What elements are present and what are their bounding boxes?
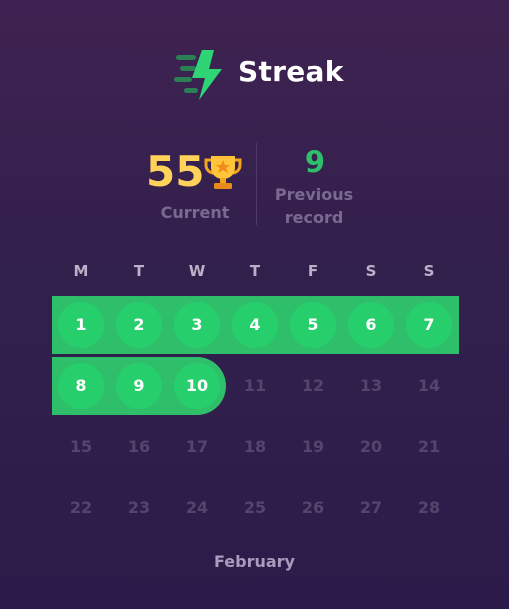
previous-record-value: 9: [304, 145, 326, 179]
calendar-day[interactable]: 2: [116, 302, 162, 348]
current-streak-label: Current: [160, 203, 230, 222]
month-label: February: [214, 552, 295, 571]
streak-stats: 55 Current 9 Previous record: [0, 140, 509, 240]
weekday-label: T: [249, 262, 261, 280]
lightning-bolt-icon: [174, 50, 222, 100]
weekday-label: S: [365, 262, 377, 280]
calendar-day[interactable]: 8: [58, 363, 104, 409]
calendar-day[interactable]: 1: [58, 302, 104, 348]
calendar-day[interactable]: 20: [359, 437, 383, 456]
calendar-day[interactable]: 7: [406, 302, 452, 348]
calendar-day[interactable]: 18: [243, 437, 267, 456]
calendar-day[interactable]: 21: [417, 437, 441, 456]
app-title: Streak: [238, 55, 344, 88]
calendar-day[interactable]: 10: [174, 363, 220, 409]
calendar-day[interactable]: 22: [69, 498, 93, 517]
weekday-label: T: [133, 262, 145, 280]
calendar-day[interactable]: 13: [359, 376, 383, 395]
calendar-day[interactable]: 26: [301, 498, 325, 517]
calendar-day[interactable]: 16: [127, 437, 151, 456]
calendar-day[interactable]: 28: [417, 498, 441, 517]
calendar-day[interactable]: 4: [232, 302, 278, 348]
previous-record-label-line1: Previous: [274, 185, 354, 204]
current-streak-value: 55: [146, 147, 205, 196]
calendar-day[interactable]: 19: [301, 437, 325, 456]
calendar-day[interactable]: 9: [116, 363, 162, 409]
weekday-label: M: [73, 262, 89, 280]
trophy-icon: [204, 156, 242, 189]
calendar-day[interactable]: 27: [359, 498, 383, 517]
previous-record-label: Previous record: [262, 183, 366, 229]
weekday-label: S: [423, 262, 435, 280]
calendar-day[interactable]: 11: [243, 376, 267, 395]
calendar-day[interactable]: 3: [174, 302, 220, 348]
app-header: Streak: [0, 44, 509, 104]
calendar-day[interactable]: 17: [185, 437, 209, 456]
weekday-label: F: [307, 262, 319, 280]
previous-record-label-line2: record: [284, 208, 344, 227]
calendar-day[interactable]: 24: [185, 498, 209, 517]
calendar-day[interactable]: 23: [127, 498, 151, 517]
calendar-day[interactable]: 15: [69, 437, 93, 456]
weekday-label: W: [188, 262, 206, 280]
stats-divider: [256, 143, 257, 225]
calendar-day[interactable]: 14: [417, 376, 441, 395]
calendar-day[interactable]: 25: [243, 498, 267, 517]
calendar-day[interactable]: 6: [348, 302, 394, 348]
calendar-day[interactable]: 5: [290, 302, 336, 348]
calendar-day[interactable]: 12: [301, 376, 325, 395]
